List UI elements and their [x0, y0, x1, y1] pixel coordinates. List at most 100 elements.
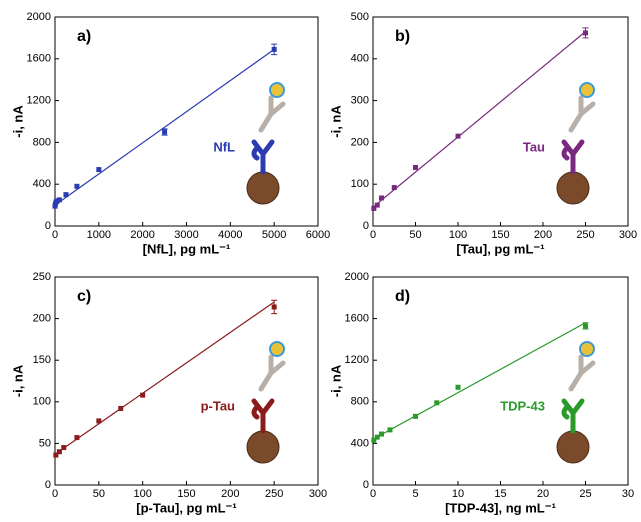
data-point	[387, 427, 393, 433]
data-point	[271, 304, 277, 310]
x-tick-label: 20	[537, 488, 549, 500]
y-tick-label: 0	[45, 220, 51, 232]
data-point	[61, 445, 67, 451]
x-tick-label: 200	[534, 229, 552, 241]
data-point	[583, 323, 588, 329]
plot-frame	[372, 16, 629, 227]
y-tick-label: 800	[351, 396, 369, 408]
y-tick-label: 250	[33, 271, 51, 283]
data-point	[391, 185, 397, 191]
fit-line	[372, 31, 586, 208]
x-axis-label: [p-Tau], pg mL⁻¹	[136, 500, 236, 515]
detection-antibody	[568, 354, 596, 392]
y-tick-label: 200	[351, 136, 369, 148]
x-tick-label: 6000	[306, 229, 330, 241]
data-point	[583, 30, 588, 36]
data-point	[56, 449, 62, 455]
x-tick-label: 150	[491, 229, 509, 241]
y-tick-label: 1600	[27, 53, 51, 65]
y-tick-label: 50	[39, 437, 51, 449]
y-axis-label: -i, nA	[328, 364, 343, 397]
y-tick-label: 200	[33, 313, 51, 325]
data-point	[271, 46, 277, 52]
y-axis-label: -i, nA	[10, 105, 25, 138]
x-tick-label: 100	[133, 488, 151, 500]
data-point	[74, 435, 80, 441]
x-tick-label: 300	[619, 229, 637, 241]
data-point	[379, 195, 384, 201]
y-tick-label: 400	[351, 437, 369, 449]
x-tick-label: 200	[221, 488, 239, 500]
capture-antibody	[251, 139, 275, 175]
panel-label: a)	[77, 28, 91, 45]
x-tick-label: 1000	[87, 229, 111, 241]
fit-line	[54, 48, 275, 206]
x-tick-label: 25	[579, 488, 591, 500]
data-point	[374, 202, 380, 208]
x-tick-label: 250	[265, 488, 283, 500]
y-tick-label: 400	[33, 178, 51, 190]
data-point	[413, 413, 418, 419]
enzyme	[579, 82, 595, 98]
bead	[246, 171, 280, 205]
data-point	[96, 167, 102, 173]
x-tick-label: 2000	[130, 229, 154, 241]
y-tick-label: 500	[351, 11, 369, 23]
x-tick-label: 0	[370, 229, 376, 241]
data-point	[74, 183, 80, 189]
x-tick-label: 50	[409, 229, 421, 241]
data-point	[434, 400, 440, 406]
y-tick-label: 0	[363, 220, 369, 232]
y-tick-label: 2000	[345, 271, 369, 283]
y-tick-label: 150	[33, 354, 51, 366]
data-point	[140, 392, 146, 398]
data-point	[63, 192, 69, 198]
annotation: NfL	[213, 139, 235, 154]
panel-label: d)	[395, 288, 410, 305]
plot-frame	[54, 276, 319, 486]
data-point	[53, 452, 59, 458]
data-point	[379, 431, 384, 437]
data-point	[371, 437, 377, 443]
data-point	[162, 129, 168, 135]
x-tick-label: 0	[52, 488, 58, 500]
y-tick-label: 1600	[345, 313, 369, 325]
data-point	[455, 133, 461, 139]
panel-label: c)	[77, 288, 91, 305]
capture-antibody	[251, 398, 275, 434]
panel-label: b)	[395, 28, 410, 45]
capture-antibody	[561, 398, 585, 434]
annotation: p-Tau	[201, 398, 235, 413]
y-tick-label: 0	[45, 479, 51, 491]
enzyme	[269, 341, 285, 357]
y-tick-label: 1200	[27, 95, 51, 107]
y-tick-label: 0	[363, 479, 369, 491]
y-tick-label: 2000	[27, 11, 51, 23]
y-axis-label: -i, nA	[10, 364, 25, 397]
x-axis-label: [TDP-43], ng mL⁻¹	[445, 500, 556, 515]
y-tick-label: 800	[33, 136, 51, 148]
detection-antibody	[568, 95, 596, 133]
plot-frame	[372, 276, 629, 486]
x-tick-label: 50	[93, 488, 105, 500]
enzyme	[269, 82, 285, 98]
fit-line	[54, 301, 275, 455]
x-tick-label: 30	[622, 488, 634, 500]
x-axis-label: [NfL], pg mL⁻¹	[143, 241, 231, 256]
x-tick-label: 3000	[174, 229, 198, 241]
y-tick-label: 100	[351, 178, 369, 190]
x-tick-label: 250	[576, 229, 594, 241]
bead	[246, 430, 280, 464]
x-tick-label: 4000	[218, 229, 242, 241]
annotation: TDP-43	[500, 398, 545, 413]
y-tick-label: 1200	[345, 354, 369, 366]
y-axis-label: -i, nA	[328, 105, 343, 138]
data-point	[371, 205, 377, 211]
data-point	[455, 384, 461, 390]
y-tick-label: 300	[351, 95, 369, 107]
x-tick-label: 5000	[262, 229, 286, 241]
data-point	[96, 418, 102, 424]
x-tick-label: 15	[494, 488, 506, 500]
fit-line	[372, 322, 586, 440]
